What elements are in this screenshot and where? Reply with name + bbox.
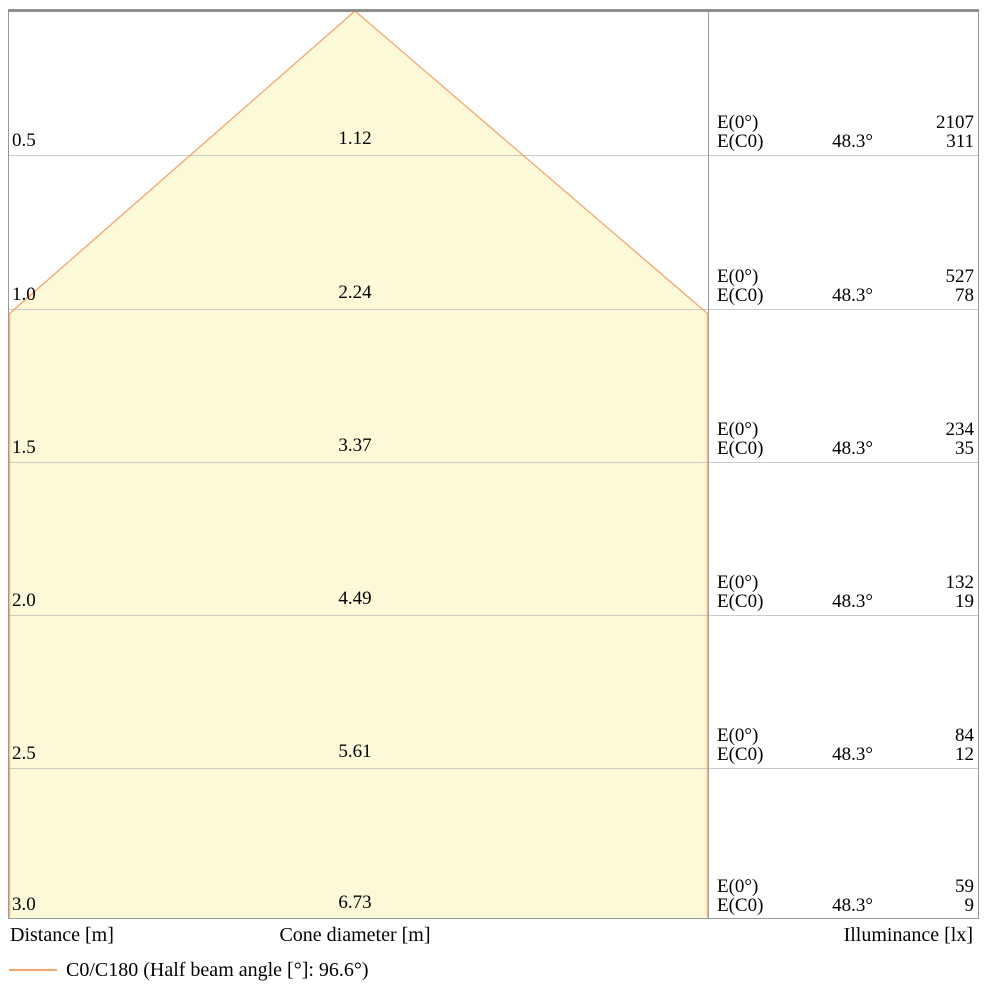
ec0-label: E(C0): [717, 895, 764, 916]
e0-value: 59: [955, 876, 974, 897]
distance-label: 3.0: [12, 894, 36, 915]
half-beam-angle: 48.3°: [832, 438, 873, 459]
e0-label: E(0°): [717, 112, 759, 133]
ec0-label: E(C0): [717, 438, 764, 459]
distance-label: 2.5: [12, 743, 36, 764]
legend-line-swatch: [9, 969, 57, 971]
ec0-value: 19: [955, 591, 974, 612]
half-beam-angle: 48.3°: [832, 895, 873, 916]
illuminance-axis-label: Illuminance [lx]: [843, 924, 973, 946]
illuminance-row: E(0°) 59 E(C0) 48.3° 9: [710, 877, 978, 915]
illuminance-row: E(0°) 527 E(C0) 48.3° 78: [710, 267, 978, 305]
cone-diameter-label: 3.37: [338, 435, 372, 456]
illuminance-row: E(0°) 84 E(C0) 48.3° 12: [710, 726, 978, 764]
e0-value: 132: [945, 572, 975, 593]
ec0-value: 35: [955, 438, 974, 459]
e0-label: E(0°): [717, 725, 759, 746]
e0-label: E(0°): [717, 419, 759, 440]
ec0-label: E(C0): [717, 591, 764, 612]
e0-value: 234: [945, 419, 975, 440]
cone-diameter-label: 4.49: [338, 588, 372, 609]
cone-outline-clipped-edges: [9, 314, 708, 918]
ec0-label: E(C0): [717, 744, 764, 765]
half-beam-angle: 48.3°: [832, 591, 873, 612]
ec0-label: E(C0): [717, 131, 764, 152]
e0-value: 84: [955, 725, 974, 746]
ec0-value: 311: [946, 131, 974, 152]
cone-diameter-label: 5.61: [338, 741, 372, 762]
cone-diameter-label: 6.73: [338, 892, 372, 913]
e0-label: E(0°): [717, 266, 759, 287]
half-beam-angle: 48.3°: [832, 744, 873, 765]
distance-label: 0.5: [12, 130, 36, 151]
cone-diameter-label: 1.12: [338, 128, 372, 149]
distance-gridlines: [9, 155, 978, 769]
ec0-label: E(C0): [717, 285, 764, 306]
cone-diameter-axis-label: Cone diameter [m]: [279, 924, 431, 946]
legend-label: C0/C180 (Half beam angle [°]: 96.6°): [66, 959, 369, 981]
distance-label: 1.0: [12, 284, 36, 305]
cone-diameter-label: 2.24: [338, 282, 372, 303]
e0-label: E(0°): [717, 876, 759, 897]
illuminance-row: E(0°) 234 E(C0) 48.3° 35: [710, 420, 978, 458]
half-beam-angle: 48.3°: [832, 285, 873, 306]
e0-value: 527: [945, 266, 975, 287]
illuminance-row: E(0°) 132 E(C0) 48.3° 19: [710, 573, 978, 611]
e0-label: E(0°): [717, 572, 759, 593]
distance-label: 2.0: [12, 590, 36, 611]
distance-label: 1.5: [12, 437, 36, 458]
ec0-value: 12: [955, 744, 974, 765]
half-beam-angle: 48.3°: [832, 131, 873, 152]
cone-fill: [9, 11, 708, 918]
ec0-value: 9: [964, 895, 975, 916]
e0-value: 2107: [936, 112, 974, 133]
illuminance-row: E(0°) 2107 E(C0) 48.3° 311: [710, 113, 978, 151]
distance-axis-label: Distance [m]: [10, 924, 114, 946]
ec0-value: 78: [955, 285, 974, 306]
